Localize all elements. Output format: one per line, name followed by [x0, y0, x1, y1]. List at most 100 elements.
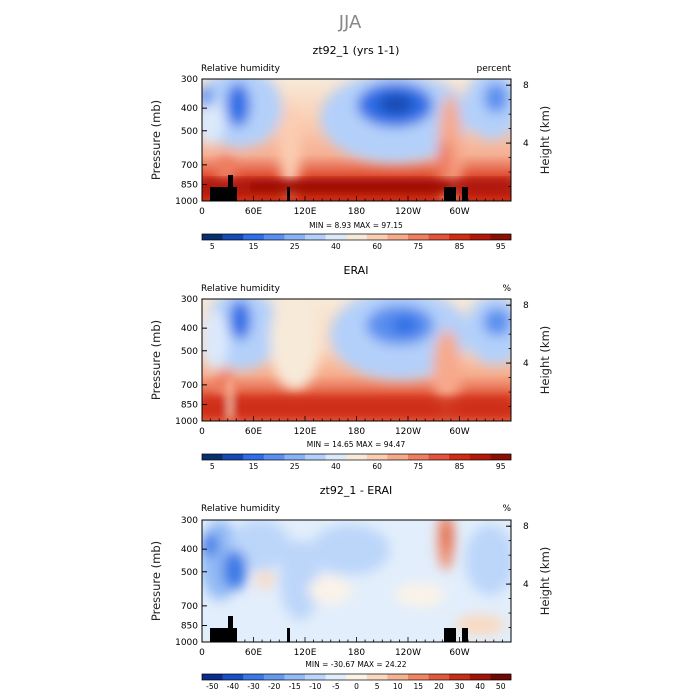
y2-axis-label: Height (km)	[538, 326, 552, 395]
colorbar-swatch	[449, 674, 471, 680]
heatmap-field	[202, 520, 511, 642]
y-tick-label: 700	[181, 602, 198, 612]
x-tick-label: 120W	[395, 427, 421, 437]
panel-reanalysis: ERAI Relative humidity %	[149, 264, 552, 471]
panel-title: ERAI	[344, 264, 369, 277]
colorbar-swatch	[222, 674, 244, 680]
colorbar-tick-label: -5	[332, 682, 340, 691]
y-tick-label: 400	[181, 104, 198, 114]
y2-tick-label: 4	[523, 580, 529, 590]
y2-tick-label: 8	[523, 81, 529, 91]
x-tick-label: 60E	[245, 648, 262, 658]
y-tick-label: 700	[181, 161, 198, 171]
colorbar-frame	[201, 233, 512, 241]
colorbar-tick-label: 40	[331, 242, 341, 251]
y-tick-label: 300	[181, 516, 198, 526]
y-tick-label: 400	[181, 545, 198, 555]
colorbar-swatch	[346, 234, 368, 240]
colorbar-tick-label: 5	[375, 682, 380, 691]
y-axis-label: Pressure (mb)	[149, 320, 163, 400]
y2-axis-label: Height (km)	[538, 547, 552, 616]
x-tick-label: 180	[348, 207, 365, 217]
colorbar-swatch	[284, 674, 306, 680]
land-mask	[210, 616, 468, 642]
colorbar-swatch	[366, 234, 388, 240]
colorbar-swatch	[263, 674, 285, 680]
right-label: %	[502, 504, 511, 514]
panel-difference: zt92_1 - ERAI Relative humidity %	[149, 484, 552, 691]
colorbar-swatch	[490, 454, 512, 460]
x-tick-label: 60E	[245, 427, 262, 437]
colorbar-swatch	[243, 454, 265, 460]
y-tick-label: 500	[181, 127, 198, 137]
colorbar-swatch	[305, 454, 326, 460]
colorbar-tick-label: 10	[393, 682, 403, 691]
colorbar-swatch	[305, 234, 326, 240]
colorbar-swatch	[325, 454, 347, 460]
colorbar-tick-label: -40	[227, 682, 239, 691]
y-axis-label: Pressure (mb)	[149, 541, 163, 621]
panel-title: zt92_1 - ERAI	[320, 484, 392, 497]
stats-text: MIN = -30.67 MAX = 24.22	[305, 660, 406, 669]
colorbar-tick-label: 95	[496, 242, 506, 251]
x-tick-label: 60W	[449, 648, 469, 658]
x-tick-label: 0	[199, 427, 205, 437]
land-mask	[210, 175, 468, 201]
colorbar-swatch	[284, 454, 306, 460]
colorbar-swatch	[490, 234, 512, 240]
colorbar-swatch	[202, 234, 223, 240]
colorbar-swatch	[202, 674, 223, 680]
colorbar-swatch	[408, 674, 429, 680]
colorbar-swatch	[387, 674, 409, 680]
x-tick-label: 120W	[395, 207, 421, 217]
left-label: Relative humidity	[201, 284, 281, 294]
y-tick-label: 850	[181, 401, 198, 411]
colorbar-tick-label: 75	[414, 242, 424, 251]
colorbar-swatch	[490, 674, 512, 680]
colorbar-swatch	[325, 674, 347, 680]
y-tick-label: 300	[181, 295, 198, 305]
y-tick-label: 500	[181, 568, 198, 578]
colorbar-swatch	[263, 454, 285, 460]
y2-axis-label: Height (km)	[538, 106, 552, 175]
y2-tick-label: 8	[523, 522, 529, 532]
panel-title: zt92_1 (yrs 1-1)	[313, 44, 400, 57]
x-tick-label: 0	[199, 648, 205, 658]
colorbar-tick-label: 95	[496, 462, 506, 471]
colorbar-swatch	[428, 454, 450, 460]
colorbar-swatch	[346, 674, 368, 680]
colorbar: 5 15 25 40 60 75 85 95	[201, 233, 512, 251]
colorbar-tick-label: -50	[206, 682, 218, 691]
x-tick-label: 120E	[294, 648, 317, 658]
colorbar-tick-label: 15	[249, 462, 259, 471]
right-label: %	[502, 284, 511, 294]
colorbar-swatch	[469, 234, 491, 240]
colorbar-tick-label: -30	[247, 682, 259, 691]
x-tick-label: 120E	[294, 207, 317, 217]
colorbar-tick-label: 40	[475, 682, 485, 691]
colorbar-frame	[201, 673, 512, 681]
y-tick-label: 500	[181, 347, 198, 357]
colorbar-swatch	[325, 234, 347, 240]
colorbar-swatch	[243, 234, 265, 240]
y-tick-label: 1000	[175, 197, 198, 207]
y-tick-label: 700	[181, 381, 198, 391]
colorbar-tick-label: 15	[249, 242, 259, 251]
y2-tick-label: 4	[523, 359, 529, 369]
stats-text: MIN = 14.65 MAX = 94.47	[307, 440, 406, 449]
x-tick-label: 60W	[449, 207, 469, 217]
x-tick-label: 180	[348, 648, 365, 658]
y-tick-label: 850	[181, 181, 198, 191]
x-tick-label: 120W	[395, 648, 421, 658]
colorbar-swatch	[243, 674, 265, 680]
y-tick-label: 1000	[175, 417, 198, 427]
x-tick-label: 120E	[294, 427, 317, 437]
y-tick-label: 850	[181, 622, 198, 632]
y-tick-label: 1000	[175, 638, 198, 648]
right-label: percent	[477, 64, 512, 74]
colorbar-tick-label: -15	[289, 682, 301, 691]
left-label: Relative humidity	[201, 504, 281, 514]
colorbar-tick-label: 25	[290, 242, 300, 251]
